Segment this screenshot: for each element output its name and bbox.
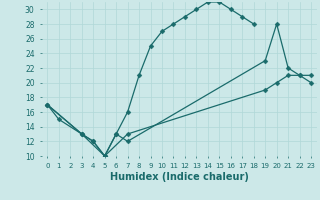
X-axis label: Humidex (Indice chaleur): Humidex (Indice chaleur) bbox=[110, 172, 249, 182]
